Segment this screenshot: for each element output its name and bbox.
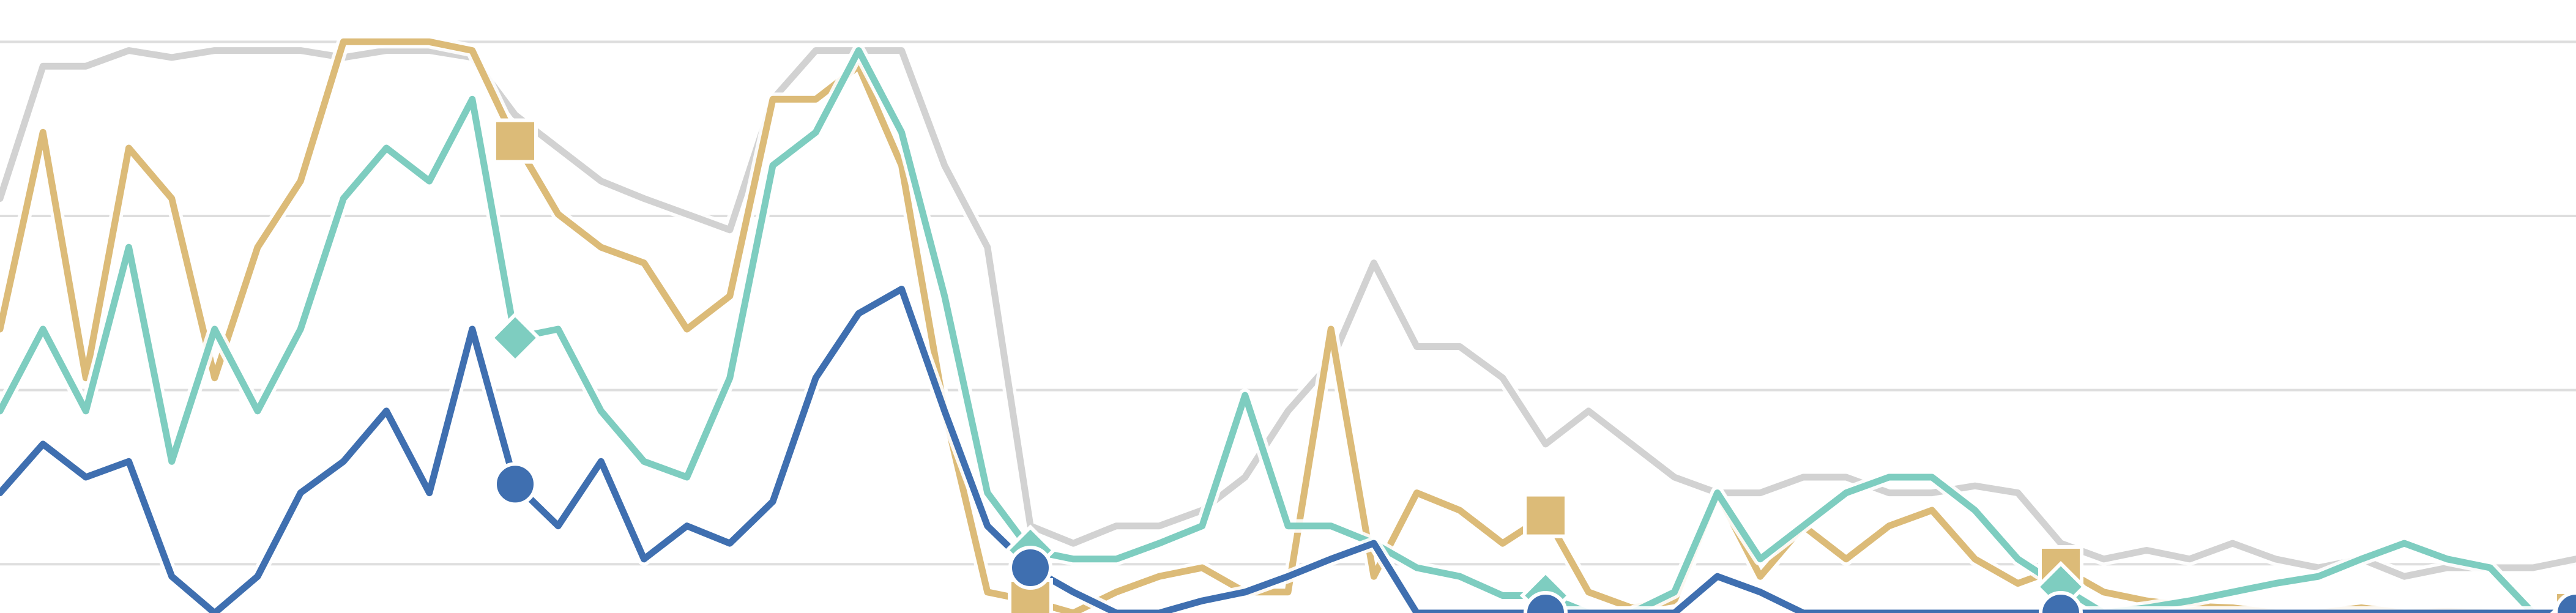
line	[0, 47, 2576, 580]
marker-circle	[493, 462, 537, 507]
marker-square	[493, 118, 538, 164]
line	[0, 286, 2576, 613]
marker-circle	[1524, 591, 1568, 613]
marker-circle	[2039, 591, 2083, 613]
line	[0, 47, 2576, 613]
marker-circle	[1008, 545, 1052, 590]
marker-circle	[2554, 591, 2576, 613]
line	[0, 38, 2576, 613]
line-halo	[0, 43, 2576, 584]
marker-square	[1523, 492, 1568, 538]
marker-diamond	[489, 311, 542, 364]
